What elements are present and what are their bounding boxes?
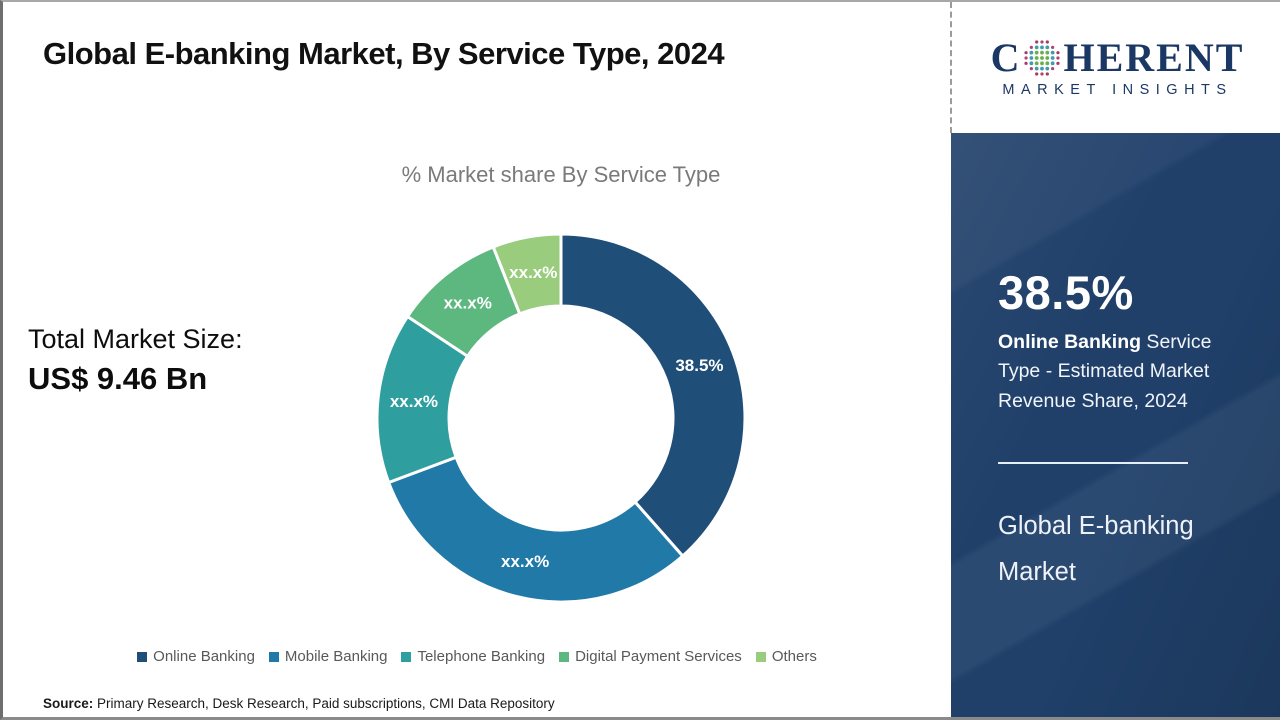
legend-swatch-icon [755,651,766,662]
legend-label: Others [771,648,817,665]
source-text: Primary Research, Desk Research, Paid su… [93,696,555,711]
dashed-divider [950,2,952,133]
chart-legend: Online Banking Mobile Banking Telephone Ba… [3,648,951,665]
legend-item-online-banking: Online Banking [137,648,255,665]
sidebar-market-name: Global E-banking Market [998,511,1194,586]
sidebar-stat-desc-bold: Online Banking [998,331,1142,353]
legend-label: Digital Payment Services [575,648,742,665]
donut-segment-online-banking [559,232,747,559]
legend-item-mobile-banking: Mobile Banking [268,648,388,665]
logo-letter-c: C [990,34,1022,80]
sidebar-panel: 38.5% Online Banking Service Type - Esti… [951,133,1280,717]
sidebar-stat-value: 38.5% [998,266,1134,319]
sidebar-stat-desc-rest: Service Type - Estimated Market Revenue … [998,331,1212,412]
legend-label: Mobile Banking [284,648,388,665]
source-label: Source: [43,696,94,711]
chart-title: % Market share By Service Type [401,162,721,187]
donut-segment-label: 38.5% [675,356,723,375]
donut-segment-others [491,232,563,316]
source-line: Source: Primary Research, Desk Research,… [43,696,555,711]
donut-segment-mobile-banking [386,455,685,604]
donut-segment-label: xx.x% [501,552,549,571]
total-market-size-value: US$ 9.46 Bn [28,361,208,396]
donut-chart: 38.5% xx.x% xx.x% xx.x% xx.x% [375,232,747,604]
sidebar-divider-line [998,461,1188,464]
legend-label: Telephone Banking [417,648,546,665]
legend-item-others: Others [755,648,817,665]
legend-swatch-icon [268,651,279,662]
coherent-logo: C HERENT [990,34,1245,80]
legend-swatch-icon [137,651,148,662]
legend-label: Online Banking [153,648,255,665]
logo-subtitle: MARKET INSIGHTS [1002,81,1233,98]
page-title: Global E-banking Market, By Service Type… [43,36,725,71]
donut-segment-label: xx.x% [444,294,492,313]
total-market-size: Total Market Size: US$ 9.46 Bn [28,324,243,397]
legend-item-digital-payment-services: Digital Payment Services [559,648,742,665]
legend-swatch-icon [559,651,570,662]
logo-letters-rest: HERENT [1063,34,1245,80]
total-market-size-label: Total Market Size: [28,324,243,354]
logo-box: C HERENT MARKET INSIGHTS [952,2,1280,133]
donut-segment-label: xx.x% [390,392,438,411]
legend-item-telephone-banking: Telephone Banking [401,648,545,665]
donut-segment-label: xx.x% [509,263,557,282]
coherent-globe-icon [1024,39,1061,76]
legend-swatch-icon [401,651,412,662]
sidebar-stat-description: Online Banking Service Type - Estimated … [998,328,1246,416]
